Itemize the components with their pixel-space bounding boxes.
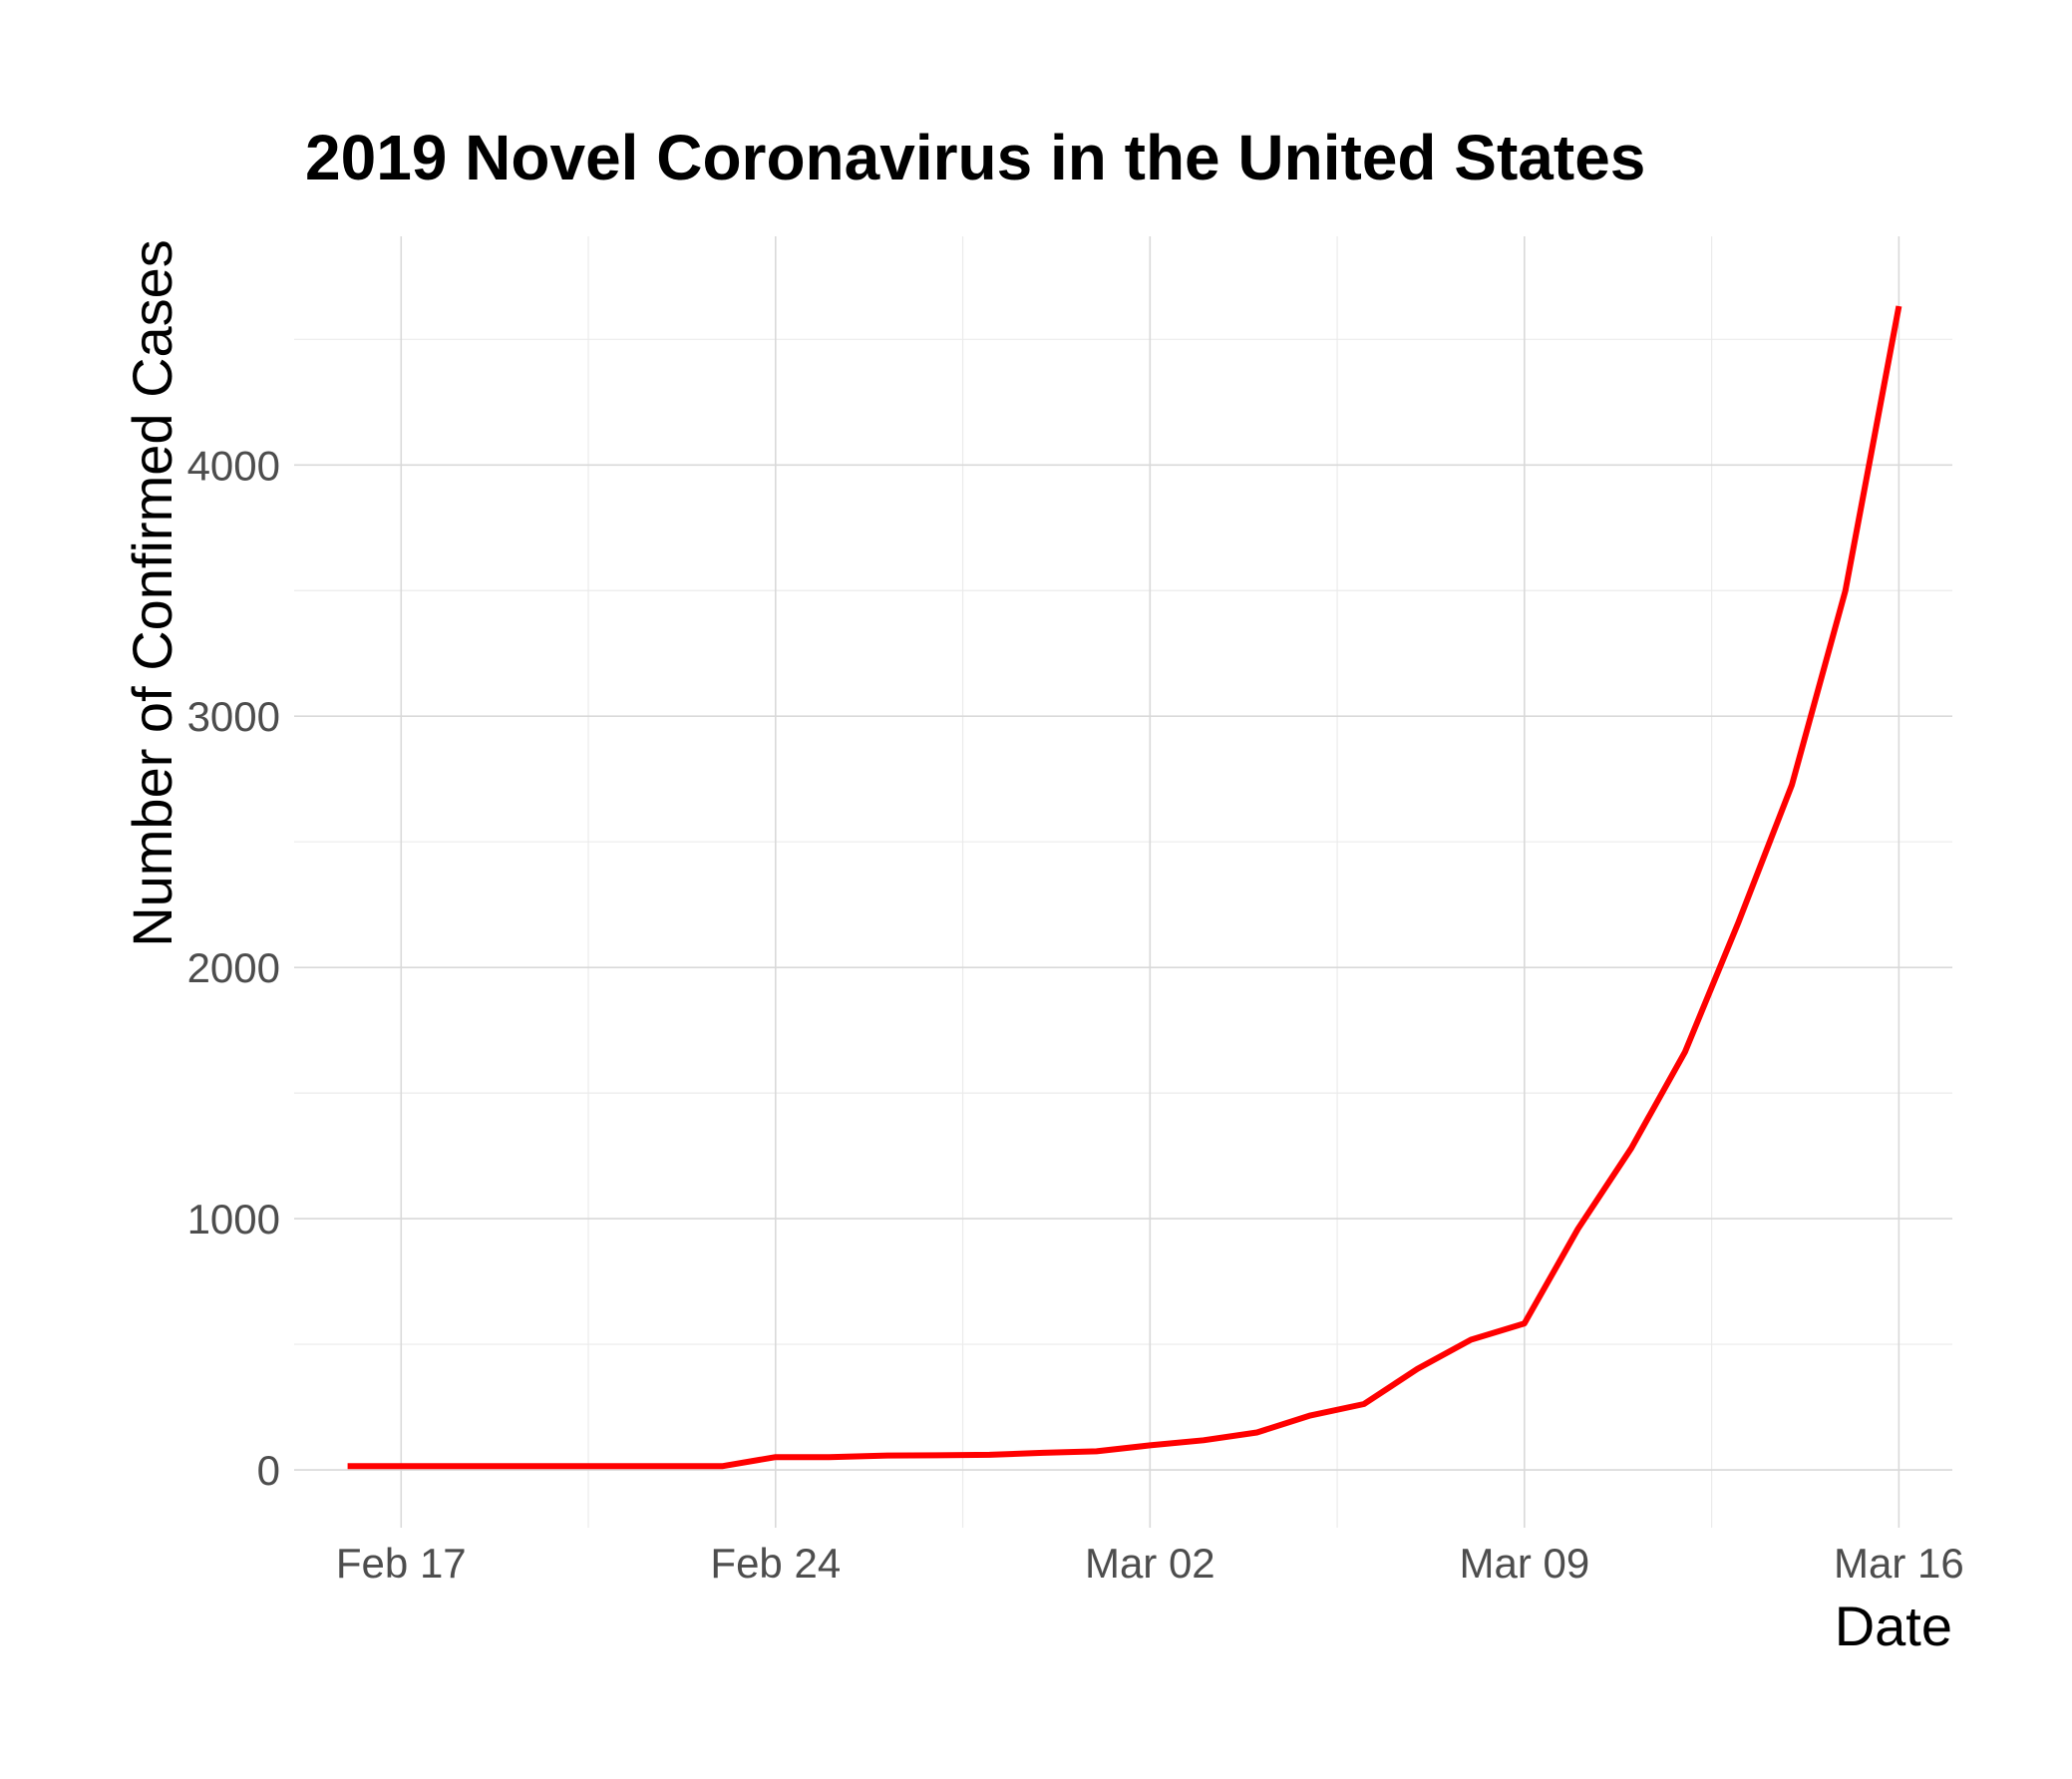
major-gridlines-y bbox=[294, 464, 1952, 1471]
y-axis-tick-labels: 0 1000 2000 3000 4000 bbox=[187, 442, 280, 1494]
x-axis-tick-labels: Feb 17 Feb 24 Mar 02 Mar 09 Mar 16 bbox=[336, 1540, 1964, 1587]
y-axis-title: Number of Confirmed Cases bbox=[121, 239, 183, 947]
minor-gridlines-y bbox=[294, 338, 1952, 1345]
major-gridlines-x bbox=[400, 236, 1900, 1528]
chart-title: 2019 Novel Coronavirus in the United Sta… bbox=[305, 122, 1645, 193]
y-tick-label: 0 bbox=[257, 1447, 280, 1494]
x-axis-title: Date bbox=[1835, 1595, 1952, 1657]
y-tick-label: 1000 bbox=[187, 1196, 280, 1243]
series-layer bbox=[347, 305, 1902, 1470]
x-tick-label: Feb 24 bbox=[710, 1540, 841, 1587]
series-line bbox=[347, 305, 1902, 1470]
x-tick-label: Mar 09 bbox=[1459, 1540, 1589, 1587]
y-tick-label: 4000 bbox=[187, 442, 280, 489]
y-tick-label: 2000 bbox=[187, 944, 280, 991]
minor-gridlines-x bbox=[587, 236, 1713, 1528]
x-tick-label: Feb 17 bbox=[336, 1540, 467, 1587]
y-tick-label: 3000 bbox=[187, 693, 280, 740]
x-tick-label: Mar 16 bbox=[1834, 1540, 1964, 1587]
x-tick-label: Mar 02 bbox=[1085, 1540, 1215, 1587]
